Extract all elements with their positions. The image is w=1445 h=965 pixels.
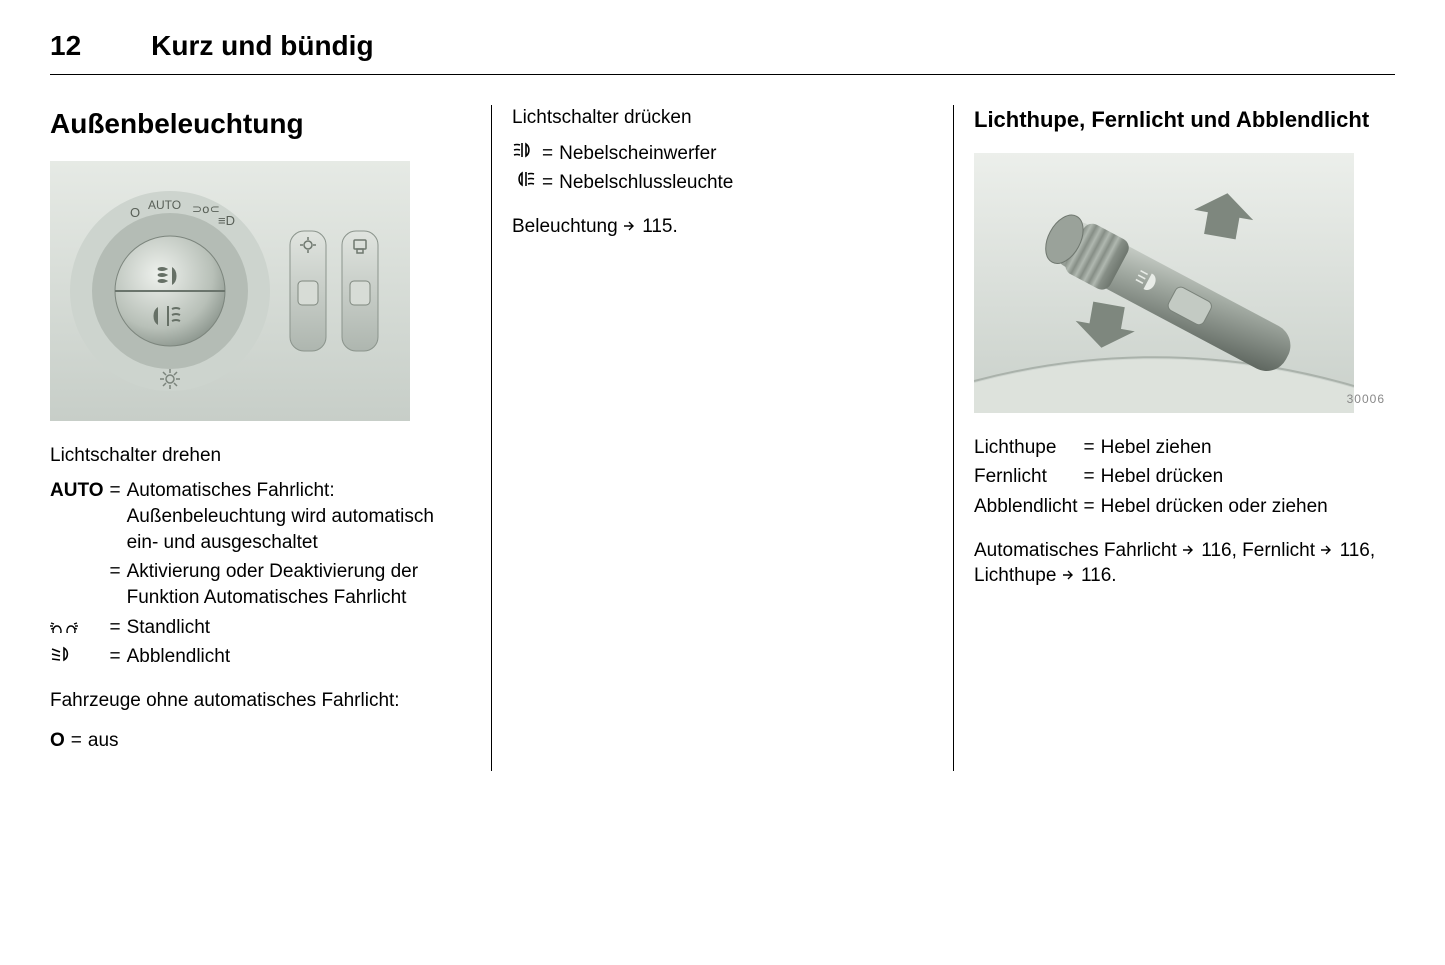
ref-text-a: Beleuchtung <box>512 216 623 237</box>
page-number: 12 <box>50 30 81 62</box>
page-header: 12 Kurz und bündig <box>50 0 1395 75</box>
reference-arrow-icon <box>1182 543 1196 557</box>
ref1a: Automatisches Fahrlicht <box>974 540 1182 561</box>
ref1b: 116, Fernlicht <box>1196 540 1320 561</box>
reference-arrow-icon <box>1320 543 1334 557</box>
row-auto-toggle: = Aktivierung oder Deaktivierung der Fun… <box>50 559 471 614</box>
svg-text:≡D: ≡D <box>218 213 235 228</box>
ref-text-b: 115. <box>637 216 678 237</box>
desc-parklight: Standlicht <box>127 615 471 645</box>
desc-fog-rear: Nebelschlussleuchte <box>559 170 739 200</box>
row-lowbeam: = Abblendlicht <box>50 644 471 674</box>
row-fog-rear: = Nebelschlussleuchte <box>512 170 739 200</box>
definition-table-lever: Lichthupe = Hebel ziehen Fernlicht = Heb… <box>974 435 1334 524</box>
desc-highbeam: Hebel drücken <box>1101 464 1334 494</box>
eq: = <box>1084 435 1101 465</box>
content-columns: Außenbeleuchtung <box>0 105 1445 771</box>
eq: = <box>109 559 126 614</box>
desc-off: aus <box>88 728 125 758</box>
definition-table-off: O = aus <box>50 728 125 758</box>
definition-table-rotate: AUTO = Automatisches Fahrlicht: Außenbel… <box>50 478 471 673</box>
svg-text:O: O <box>130 205 140 220</box>
section-title-exterior-lighting: Außenbeleuchtung <box>50 105 471 143</box>
eq: = <box>542 170 559 200</box>
column-2: Lichtschalter drücken = Nebelscheinwerfe… <box>492 105 954 771</box>
row-off: O = aus <box>50 728 125 758</box>
figure-stalk-lever <box>974 153 1354 413</box>
caption-press-switch: Lichtschalter drücken <box>512 105 933 131</box>
row-auto: AUTO = Automatisches Fahrlicht: Außenbel… <box>50 478 471 559</box>
row-parklight: = Standlicht <box>50 615 471 645</box>
desc-lowbeam: Abblendlicht <box>127 644 471 674</box>
references-auto-lights: Automatisches Fahrlicht 116, Fernlicht 1… <box>974 538 1395 589</box>
label-flash: Lichthupe <box>974 435 1084 465</box>
ref1d: 116. <box>1076 565 1117 586</box>
section-title-headlight-flash: Lichthupe, Fernlicht und Abblendlicht <box>974 105 1395 135</box>
column-3: Lichthupe, Fernlicht und Abblendlicht <box>954 105 1395 771</box>
sym-off: O <box>50 728 71 758</box>
desc-flash: Hebel ziehen <box>1101 435 1334 465</box>
desc-auto-toggle: Aktivierung oder Deaktivierung der Funkt… <box>127 559 471 614</box>
eq: = <box>1084 464 1101 494</box>
column-1: Außenbeleuchtung <box>50 105 492 771</box>
fog-rear-icon <box>512 170 542 200</box>
svg-text:⊃໐⊂: ⊃໐⊂ <box>192 202 220 216</box>
sym-auto: AUTO <box>50 478 109 559</box>
caption-no-auto: Fahrzeuge ohne automatisches Fahrlicht: <box>50 688 471 714</box>
desc-lowbeam-lever: Hebel drücken oder ziehen <box>1101 494 1334 524</box>
eq: = <box>109 478 126 559</box>
row-lowbeam-lever: Abblendlicht = Hebel drücken oder ziehen <box>974 494 1334 524</box>
fog-front-icon <box>512 141 542 171</box>
figure-number: 30006 <box>1347 391 1385 407</box>
row-fog-front: = Nebelscheinwerfer <box>512 141 739 171</box>
row-flash: Lichthupe = Hebel ziehen <box>974 435 1334 465</box>
eq: = <box>109 615 126 645</box>
label-lowbeam-lever: Abblendlicht <box>974 494 1084 524</box>
row-highbeam: Fernlicht = Hebel drücken <box>974 464 1334 494</box>
eq: = <box>542 141 559 171</box>
definition-table-press: = Nebelscheinwerfer = Nebelschlussleucht… <box>512 141 739 200</box>
figure-light-switch: O AUTO ⊃໐⊂ ≡D <box>50 161 410 421</box>
svg-text:AUTO: AUTO <box>148 198 181 212</box>
desc-fog-front: Nebelscheinwerfer <box>559 141 739 171</box>
reference-arrow-icon <box>623 219 637 233</box>
desc-auto: Automatisches Fahrlicht: Außenbeleuchtun… <box>127 478 471 559</box>
lowbeam-icon <box>50 644 109 674</box>
reference-arrow-icon <box>1062 568 1076 582</box>
parklight-icon <box>50 615 109 645</box>
eq: = <box>109 644 126 674</box>
eq: = <box>1084 494 1101 524</box>
eq: = <box>71 728 88 758</box>
reference-lighting: Beleuchtung 115. <box>512 214 933 240</box>
caption-rotate-switch: Lichtschalter drehen <box>50 443 471 469</box>
chapter-title: Kurz und bündig <box>151 30 373 62</box>
label-highbeam: Fernlicht <box>974 464 1084 494</box>
sym-blank <box>50 559 109 614</box>
